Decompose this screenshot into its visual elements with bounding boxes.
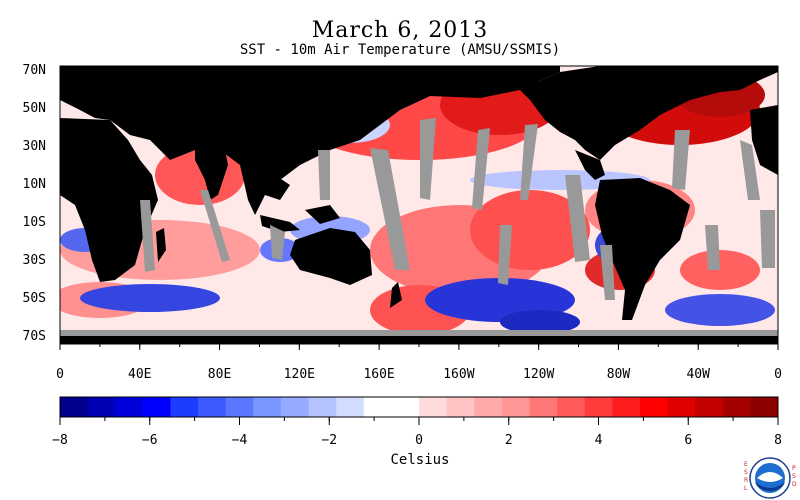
longitude-label: 80W: [606, 367, 631, 382]
colorbar-cell: [501, 397, 530, 417]
longitude-label: 40E: [128, 367, 152, 382]
colorbar-cell: [419, 397, 448, 417]
colorbar-unit: Celsius: [390, 452, 450, 468]
colorbar-cell: [557, 397, 586, 417]
latitude-label: 30N: [22, 139, 46, 154]
colorbar-cell: [639, 397, 669, 417]
latitude-label: 50N: [22, 101, 46, 116]
noaa-logo: E S R L P S D: [744, 457, 797, 499]
colorbar-cell: [280, 397, 310, 417]
longitude-label: 80E: [207, 367, 232, 382]
colorbar-cell: [363, 397, 392, 417]
colorbar-tick-label: −6: [141, 433, 158, 448]
longitude-label: 0: [56, 367, 64, 382]
colorbar-cell: [529, 397, 558, 417]
colorbar-cell: [750, 397, 779, 417]
colorbar-cell: [115, 397, 144, 417]
colorbar-cell: [170, 397, 199, 417]
latitude-label: 50S: [22, 291, 46, 306]
longitude-label: 0: [774, 367, 782, 382]
colorbar-ticks: [59, 417, 779, 425]
colorbar-cell: [612, 397, 641, 417]
colorbar-tick-label: 4: [594, 433, 603, 448]
colorbar-cell: [142, 397, 171, 417]
longitude-label: 160E: [363, 367, 395, 382]
map-ticks: [59, 344, 779, 350]
svg-text:D: D: [792, 481, 797, 488]
colorbar-cell: [667, 397, 696, 417]
colorbar-tick-label: 2: [504, 433, 513, 448]
colorbar-tick-label: 0: [415, 433, 423, 448]
colorbar-cell: [446, 397, 475, 417]
longitude-label: 120E: [283, 367, 315, 382]
latitude-label: 10S: [22, 215, 46, 230]
colorbar-cell: [722, 397, 751, 417]
colorbar-cell: [253, 397, 282, 417]
colorbar-cell: [695, 397, 724, 417]
chart-subtitle: SST - 10m Air Temperature (AMSU/SSMIS): [239, 42, 561, 58]
land-masses: [60, 66, 778, 344]
latitude-label: 30S: [22, 253, 46, 268]
latitude-label: 70S: [22, 329, 46, 344]
svg-text:L: L: [744, 485, 748, 492]
colorbar-cell: [584, 397, 613, 417]
svg-text:E: E: [744, 461, 748, 468]
svg-text:S: S: [792, 473, 796, 480]
latitude-label: 70N: [22, 63, 46, 78]
colorbar-cell: [60, 397, 89, 417]
colorbar-cell: [336, 397, 365, 417]
colorbar-cell: [308, 397, 337, 417]
colorbar-cell: [225, 397, 254, 417]
chart-title: March 6, 2013: [311, 18, 489, 43]
svg-text:R: R: [744, 477, 748, 484]
colorbar-tick-label: −4: [231, 433, 248, 448]
latitude-label: 10N: [22, 177, 46, 192]
svg-text:S: S: [744, 469, 748, 476]
colorbar-cell: [474, 397, 503, 417]
svg-text:P: P: [792, 465, 796, 472]
colorbar-tick-label: 8: [774, 433, 782, 448]
longitude-label: 40W: [686, 367, 710, 382]
colorbar-cell: [391, 397, 420, 417]
colorbar-tick-label: 6: [684, 433, 693, 448]
colorbar-tick-label: −2: [321, 433, 338, 448]
longitude-label: 120W: [523, 367, 555, 382]
colorbar-cells: [60, 397, 779, 417]
longitude-label: 160W: [443, 367, 475, 382]
colorbar-cell: [198, 397, 227, 417]
missing-data-swaths: [60, 118, 778, 336]
colorbar-cell: [87, 397, 116, 417]
colorbar-tick-label: −8: [52, 433, 68, 448]
